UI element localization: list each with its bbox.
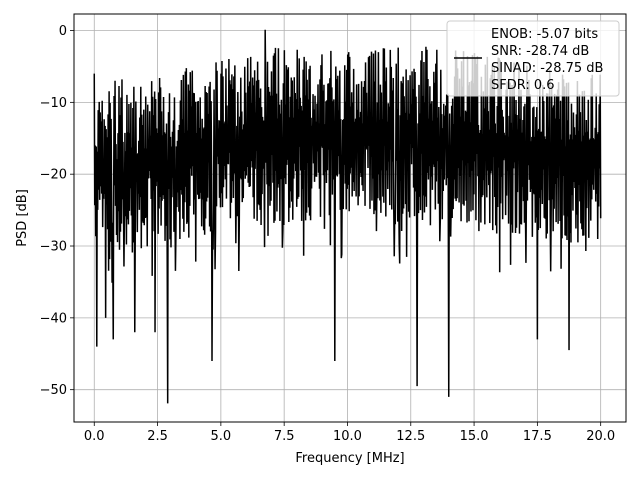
y-tick-label: −20 bbox=[40, 168, 67, 183]
y-tick-label: −40 bbox=[40, 311, 67, 326]
y-tick-label: 0 bbox=[59, 24, 67, 39]
psd-trace-line bbox=[93, 29, 602, 404]
legend-text-snr: SNR: -28.74 dB bbox=[491, 44, 589, 59]
x-axis-label: Frequency [MHz] bbox=[295, 451, 404, 466]
x-tick-label: 2.5 bbox=[147, 429, 168, 444]
legend-text-enob: ENOB: -5.07 bits bbox=[491, 27, 598, 42]
x-tick-label: 20.0 bbox=[586, 429, 615, 444]
legend-box bbox=[446, 20, 620, 97]
legend-text-sfdr: SFDR: 0.6 bbox=[491, 78, 555, 93]
x-tick-label: 12.5 bbox=[396, 429, 425, 444]
y-tick-label: −50 bbox=[40, 383, 67, 398]
legend-text-sinad: SINAD: -28.75 dB bbox=[491, 61, 603, 76]
plot-area-frame bbox=[73, 13, 627, 423]
x-tick-label: 5.0 bbox=[211, 429, 232, 444]
y-tick-label: −10 bbox=[40, 96, 67, 111]
x-tick-label: 0.0 bbox=[84, 429, 105, 444]
x-tick-label: 10.0 bbox=[333, 429, 362, 444]
x-tick-label: 7.5 bbox=[274, 429, 295, 444]
x-tick-label: 17.5 bbox=[523, 429, 552, 444]
psd-trace-group bbox=[93, 29, 602, 404]
x-tick-label: 15.0 bbox=[460, 429, 489, 444]
y-tick-label: −30 bbox=[40, 240, 67, 255]
x-axis-ticks: 0.0 2.5 5.0 7.5 10.0 12.5 15.0 17.5 20.0 bbox=[84, 422, 615, 444]
legend: ENOB: -5.07 bits SNR: -28.74 dB SINAD: -… bbox=[446, 20, 620, 97]
y-axis-label: PSD [dB] bbox=[15, 189, 30, 247]
y-axis-ticks: 0 −10 −20 −30 −40 −50 bbox=[40, 24, 74, 398]
